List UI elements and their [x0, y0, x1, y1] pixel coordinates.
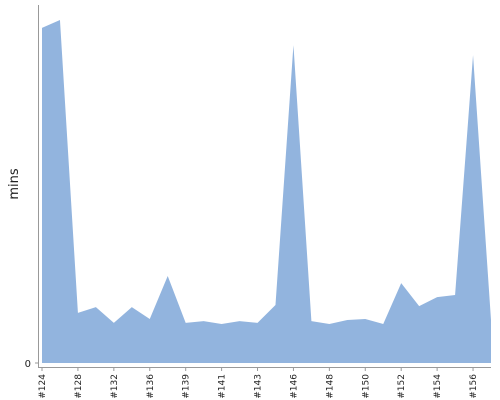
x-tick-label: #136 — [146, 374, 156, 399]
x-tick-label: #156 — [469, 374, 479, 399]
x-tick-label: #128 — [74, 374, 84, 399]
y-tick-label: 0 — [25, 359, 31, 370]
x-tick-label: #152 — [397, 374, 407, 399]
x-tick-label: #148 — [325, 374, 335, 399]
x-tick-label: #139 — [182, 374, 192, 399]
x-tick-label: #143 — [254, 374, 264, 399]
x-tick-label: #124 — [38, 374, 48, 399]
area — [42, 20, 491, 363]
x-tick-label: #146 — [289, 374, 299, 399]
x-tick-label: #150 — [361, 374, 371, 399]
x-tick-label: #132 — [110, 374, 120, 399]
x-tick-label: #141 — [218, 374, 228, 399]
x-tick-label: #154 — [433, 374, 443, 399]
y-axis-label: mins — [7, 168, 22, 200]
